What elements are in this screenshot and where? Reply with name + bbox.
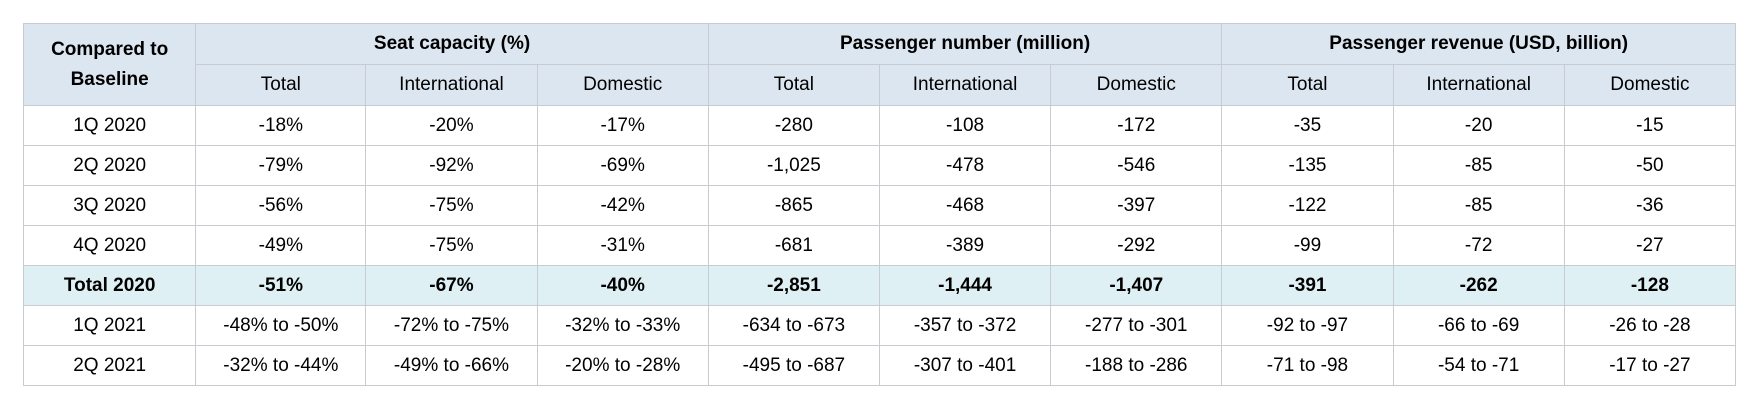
table-cell: -51% (195, 265, 367, 306)
table-cell: -35 (1221, 105, 1394, 146)
row-label-cell: Total 2020 (22, 265, 197, 306)
table-cell: -85 (1392, 145, 1565, 186)
table-cell: -75% (365, 185, 538, 226)
table-cell: -468 (878, 185, 1052, 226)
subheader-cell: International (1392, 64, 1565, 106)
header-group-row: Compared to Baseline Seat capacity (%) Pa… (22, 23, 1736, 106)
table-cell: -32% to -33% (536, 305, 709, 346)
table-cell: -1,025 (707, 145, 880, 186)
table-cell: -397 (1050, 185, 1223, 226)
table-cell: -50 (1563, 145, 1737, 186)
table-cell: -1,407 (1050, 265, 1223, 306)
table-cell: -72% to -75% (365, 305, 538, 346)
table-cell: -31% (536, 225, 709, 266)
table-cell: -681 (707, 225, 880, 266)
table-cell: -634 to -673 (707, 305, 880, 346)
table-cell: -1,444 (878, 265, 1052, 306)
table-cell: -2,851 (707, 265, 880, 306)
table-cell: -99 (1221, 225, 1394, 266)
table-cell: -72 (1392, 225, 1565, 266)
table-cell: -17 to -27 (1563, 345, 1737, 386)
table-total-row: Total 2020 -51% -67% -40% -2,851 -1,444 -1,407… (22, 265, 1737, 306)
table-cell: -49% to -66% (365, 345, 538, 386)
table-cell: -42% (536, 185, 709, 226)
table-cell: -27 (1563, 225, 1737, 266)
table-cell: -92 to -97 (1221, 305, 1394, 346)
table-cell: -262 (1392, 265, 1565, 306)
header-subcolumn-row: Total International Domestic Total Inter… (24, 64, 1737, 106)
corner-label-line2: Baseline (70, 68, 149, 90)
table-cell: -135 (1221, 145, 1394, 186)
table-cell: -122 (1221, 185, 1394, 226)
row-label-cell: 2Q 2020 (22, 145, 197, 186)
table-cell: -17% (536, 105, 709, 146)
table-cell: -292 (1050, 225, 1223, 266)
table-cell: -391 (1221, 265, 1394, 306)
table-row: 4Q 2020 -49% -75% -31% -681 -389 -292 -99 -72 -27 (22, 225, 1737, 266)
table-cell: -389 (878, 225, 1052, 266)
subheader-cell: International (365, 64, 538, 106)
table-cell: -75% (365, 225, 538, 266)
table-cell: -307 to -401 (878, 345, 1052, 386)
table-cell: -54 to -71 (1392, 345, 1565, 386)
table-cell: -40% (536, 265, 709, 306)
table-header: Compared to Baseline Seat capacity (%) Pa… (22, 23, 1737, 106)
table-cell: -36 (1563, 185, 1737, 226)
table-cell: -92% (365, 145, 538, 186)
table-row: 1Q 2020 -18% -20% -17% -280 -108 -172 -35 -20 -15 (22, 105, 1737, 146)
table-cell: -188 to -286 (1050, 345, 1223, 386)
table-cell: -478 (878, 145, 1052, 186)
table-cell: -128 (1563, 265, 1737, 306)
group-header-seat-capacity: Seat capacity (%) (195, 23, 709, 65)
row-label-cell: 1Q 2020 (22, 105, 197, 146)
table-cell: -79% (195, 145, 367, 186)
table-cell: -56% (195, 185, 367, 226)
table-body: 1Q 2020 -18% -20% -17% -280 -108 -172 -35 -20 -15… (22, 105, 1737, 386)
subheader-cell: Domestic (1563, 64, 1737, 106)
group-header-passenger-revenue: Passenger revenue (USD, billion) (1221, 23, 1736, 65)
row-label-cell: 3Q 2020 (22, 185, 197, 226)
table-cell: -20% to -28% (536, 345, 709, 386)
subheader-cell: Total (1221, 64, 1394, 106)
row-label-cell: 2Q 2021 (22, 345, 197, 386)
table-cell: -495 to -687 (707, 345, 880, 386)
group-header-passenger-number: Passenger number (million) (707, 23, 1223, 65)
table-cell: -108 (878, 105, 1052, 146)
row-label-cell: 1Q 2021 (22, 305, 197, 346)
subheader-cell: Domestic (1050, 64, 1223, 106)
corner-header-cell: Compared to Baseline (22, 23, 197, 106)
table-cell: -20% (365, 105, 538, 146)
table-cell: -32% to -44% (195, 345, 367, 386)
table-cell: -85 (1392, 185, 1565, 226)
table-cell: -48% to -50% (195, 305, 367, 346)
table-row: 1Q 2021 -48% to -50% -72% to -75% -32% to -… (22, 305, 1737, 346)
table-cell: -20 (1392, 105, 1565, 146)
table-cell: -15 (1563, 105, 1737, 146)
table-cell: -172 (1050, 105, 1223, 146)
subheader-cell: Total (195, 64, 367, 106)
subheader-cell: International (878, 64, 1052, 106)
table-cell: -69% (536, 145, 709, 186)
table-cell: -865 (707, 185, 880, 226)
table-cell: -67% (365, 265, 538, 306)
table-cell: -26 to -28 (1563, 305, 1737, 346)
table-cell: -357 to -372 (878, 305, 1052, 346)
table-row: 2Q 2021 -32% to -44% -49% to -66% -20% to -… (22, 345, 1737, 386)
table-cell: -18% (195, 105, 367, 146)
table-cell: -546 (1050, 145, 1223, 186)
table-cell: -280 (707, 105, 880, 146)
table-cell: -71 to -98 (1221, 345, 1394, 386)
table-row: 3Q 2020 -56% -75% -42% -865 -468 -397 -122 -85 -3… (22, 185, 1737, 226)
corner-label-line1: Compared to (51, 38, 169, 60)
table-cell: -49% (195, 225, 367, 266)
subheader-cell: Domestic (536, 64, 709, 106)
row-label-cell: 4Q 2020 (22, 225, 197, 266)
subheader-cell: Total (707, 64, 880, 106)
table-cell: -66 to -69 (1392, 305, 1565, 346)
table-row: 2Q 2020 -79% -92% -69% -1,025 -478 -546 -135 -85… (22, 145, 1737, 186)
table-cell: -277 to -301 (1050, 305, 1223, 346)
comparison-table: Compared to Baseline Seat capacity (%) Pa… (22, 23, 1737, 386)
